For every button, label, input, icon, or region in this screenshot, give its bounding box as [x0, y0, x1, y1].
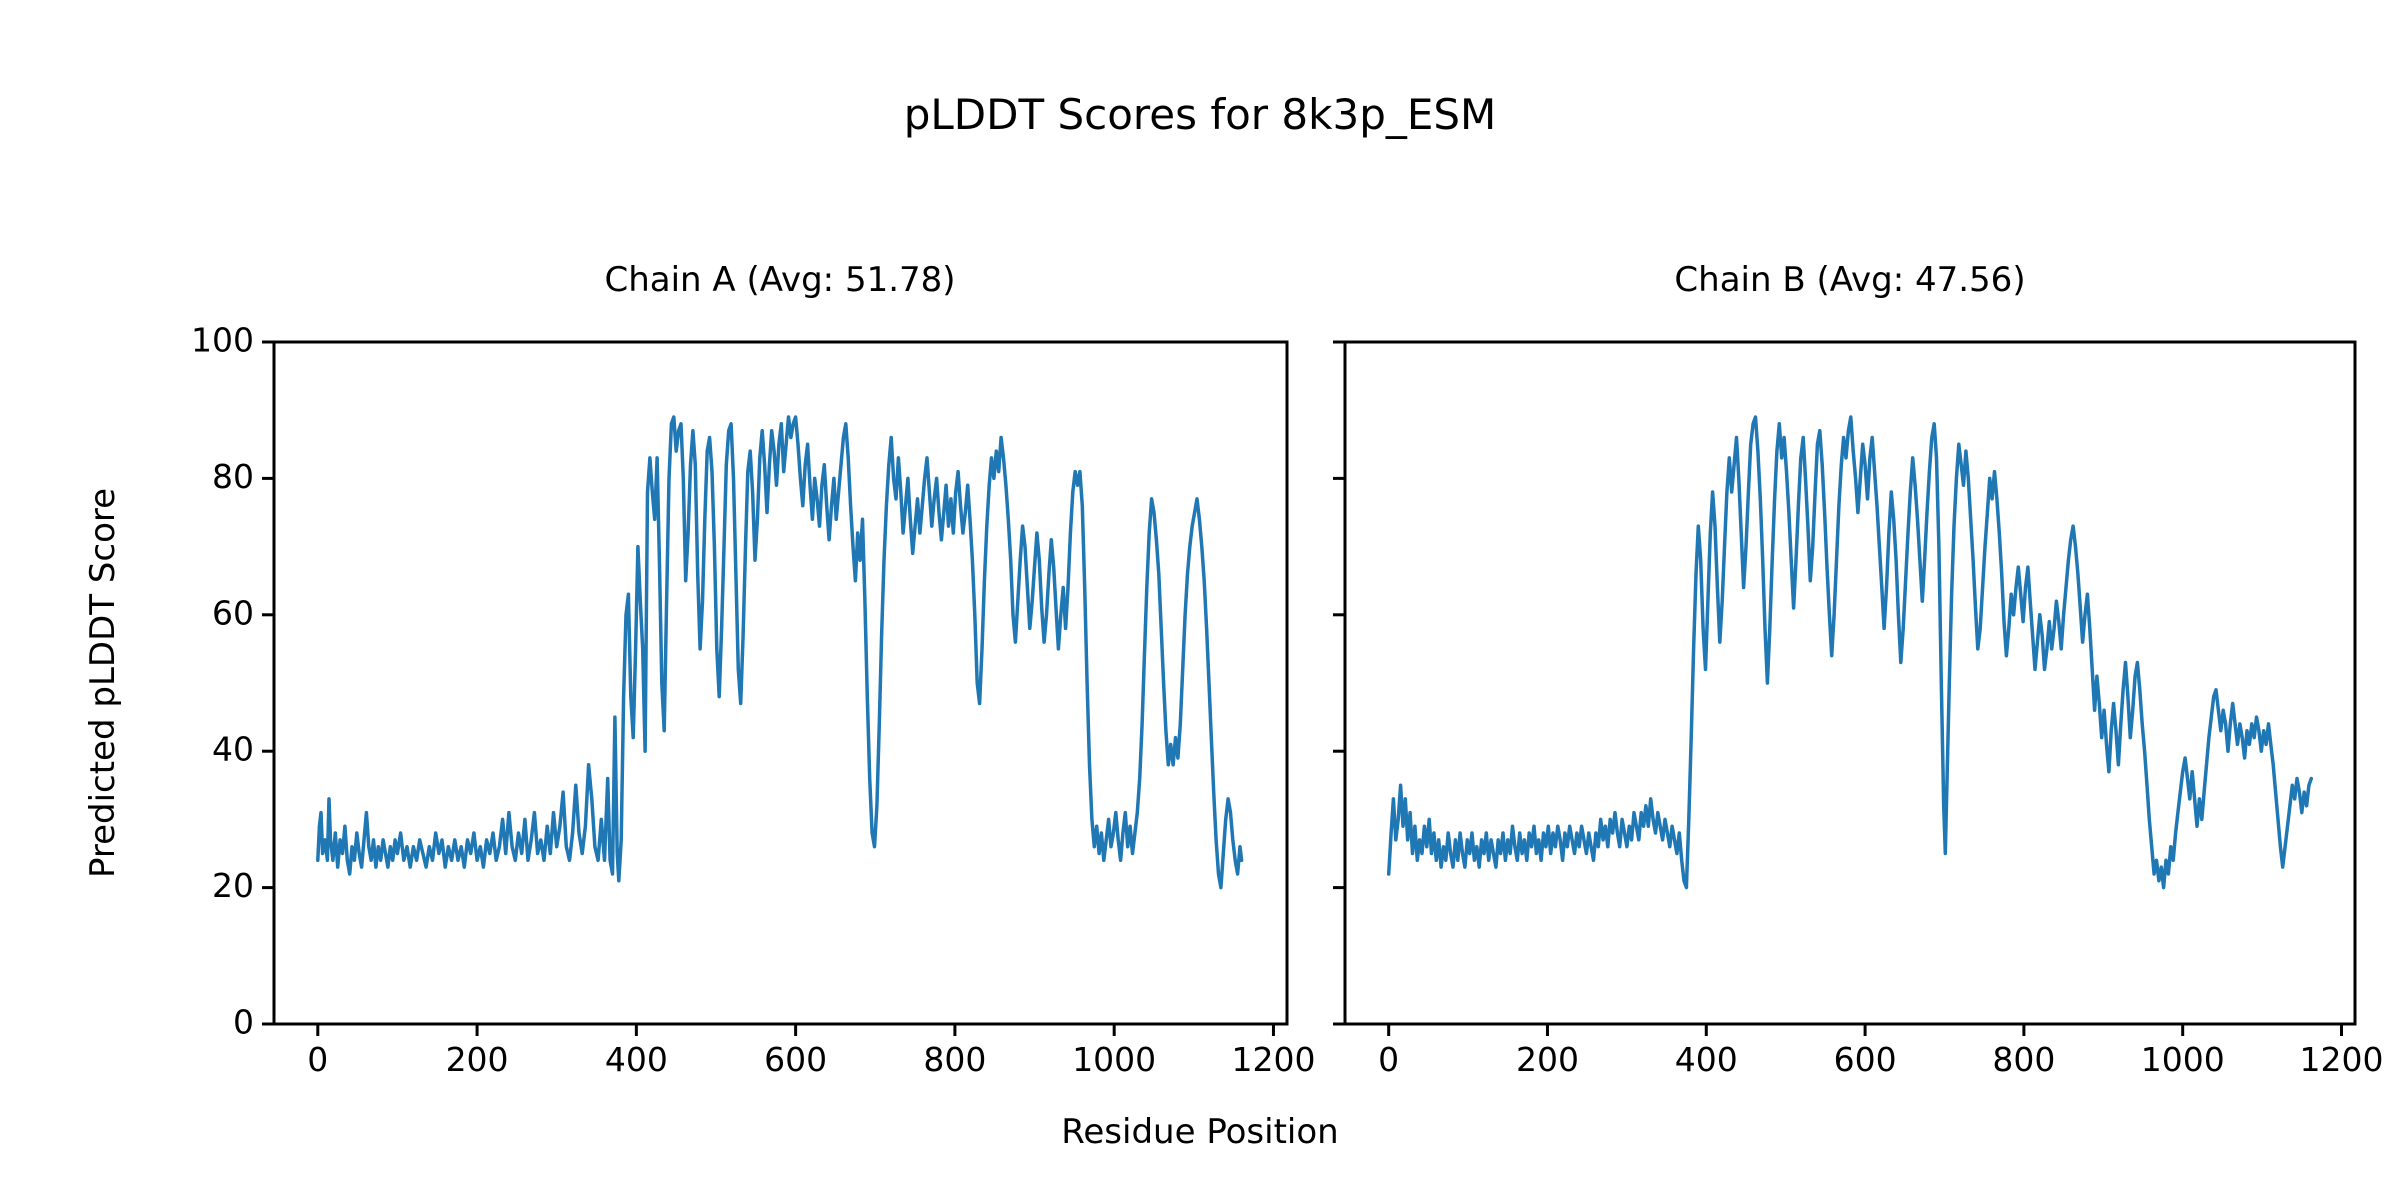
- y-axis-label: Predicted pLDDT Score: [83, 487, 123, 879]
- y-tick-label: 0: [233, 1003, 254, 1042]
- x-tick-label: 600: [764, 1040, 827, 1079]
- axes-spines: [272, 340, 1289, 1026]
- x-tick-label: 1200: [1231, 1040, 1315, 1079]
- y-tick-label: 60: [212, 593, 254, 632]
- x-tick-label: 1200: [2300, 1040, 2384, 1079]
- subplot-title-chain-b: Chain B (Avg: 47.56): [1674, 260, 2026, 300]
- y-tick-label: 80: [212, 457, 254, 496]
- x-tick-label: 200: [446, 1040, 509, 1079]
- x-tick-label: 600: [1834, 1040, 1897, 1079]
- x-tick-label: 400: [605, 1040, 668, 1079]
- subplot-title-chain-a: Chain A (Avg: 51.78): [604, 260, 956, 300]
- x-tick-label: 1000: [2141, 1040, 2225, 1079]
- x-tick-label: 400: [1675, 1040, 1738, 1079]
- y-tick-label: 100: [191, 321, 254, 360]
- figure-title: pLDDT Scores for 8k3p_ESM: [903, 90, 1497, 139]
- x-tick-label: 1000: [1072, 1040, 1156, 1079]
- subplot-chain-a: 0 200 400 600 800 1000 1200 0 20 40 60 80 100: [191, 321, 1315, 1079]
- x-tick-label: 0: [1378, 1040, 1399, 1079]
- x-tick-label: 0: [307, 1040, 328, 1079]
- plddt-line-chain-a: [316, 415, 1244, 890]
- axes-spines: [1343, 340, 2357, 1026]
- plddt-line-chain-b: [1386, 415, 2314, 890]
- y-tick-label: 20: [212, 866, 254, 905]
- x-axis-label: Residue Position: [1061, 1112, 1339, 1152]
- x-tick-label: 800: [923, 1040, 986, 1079]
- x-tick-label: 800: [1992, 1040, 2055, 1079]
- x-tick-label: 200: [1516, 1040, 1579, 1079]
- subplot-chain-b: 0 200 400 600 800 1000 1200: [1333, 340, 2384, 1079]
- y-tick-label: 40: [212, 730, 254, 769]
